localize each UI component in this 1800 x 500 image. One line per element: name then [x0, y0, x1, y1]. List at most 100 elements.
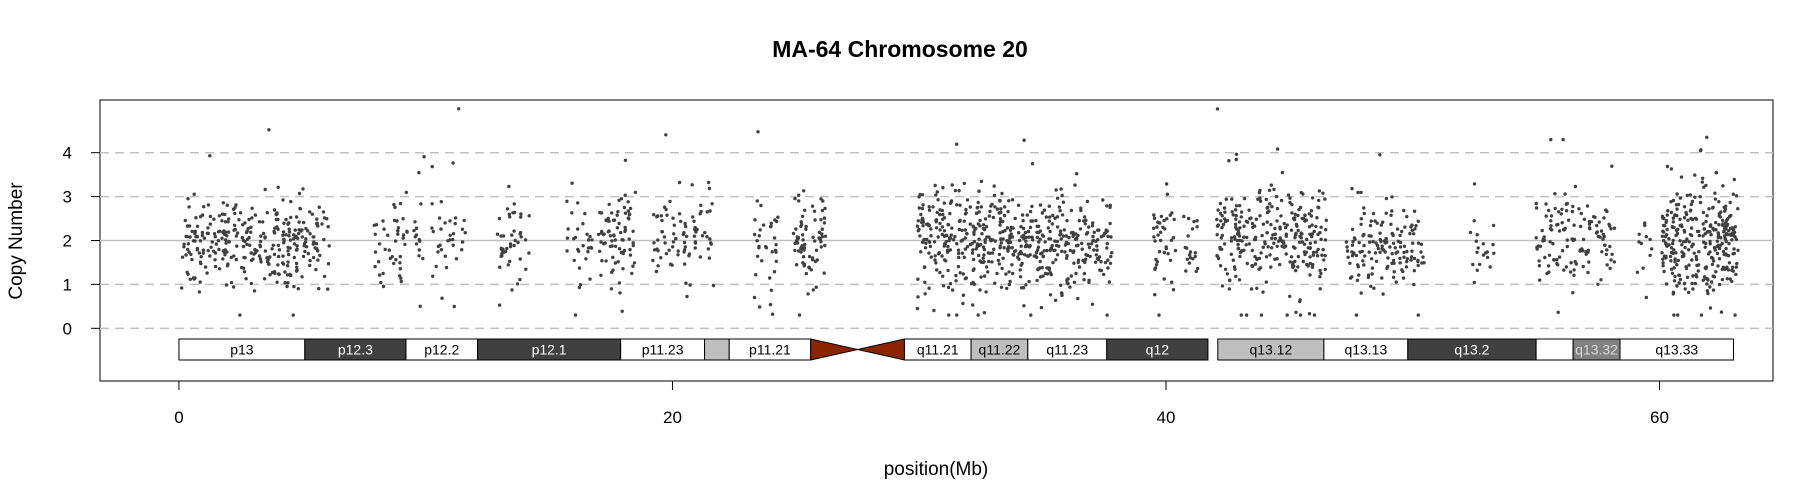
data-point — [607, 229, 611, 233]
data-point — [1239, 313, 1244, 317]
centromere-q-arm — [857, 338, 905, 361]
data-point — [268, 273, 272, 277]
data-point — [991, 215, 996, 220]
data-point — [497, 303, 502, 307]
data-point — [1312, 229, 1316, 234]
data-point — [223, 212, 227, 217]
band-label: p11.21 — [749, 342, 791, 358]
data-point — [1549, 137, 1553, 142]
data-point — [1419, 242, 1424, 246]
data-point — [586, 250, 590, 254]
data-point — [1155, 260, 1160, 264]
data-point — [1051, 213, 1055, 218]
data-point — [813, 218, 817, 222]
data-point — [1044, 215, 1049, 219]
data-point — [1008, 228, 1013, 232]
data-point — [1062, 228, 1067, 232]
data-point — [1414, 224, 1418, 228]
data-point — [405, 230, 409, 234]
data-point — [1152, 216, 1157, 220]
data-point — [1268, 202, 1272, 206]
data-point — [1402, 255, 1406, 259]
data-point — [1684, 265, 1688, 269]
data-point — [1724, 246, 1728, 251]
data-point — [933, 258, 937, 262]
data-point — [241, 244, 246, 249]
data-point — [1389, 213, 1393, 217]
data-point — [1603, 243, 1607, 247]
data-point — [1701, 222, 1705, 226]
data-point — [1027, 279, 1031, 284]
data-point — [1296, 254, 1301, 259]
data-point — [1702, 227, 1707, 231]
data-point — [392, 202, 396, 207]
data-point — [1350, 243, 1355, 247]
data-point — [1408, 231, 1412, 236]
data-point — [1312, 313, 1317, 317]
data-point — [1085, 230, 1090, 235]
data-point — [916, 295, 920, 299]
data-point — [1390, 195, 1394, 199]
data-point — [1560, 249, 1565, 253]
data-point — [1362, 263, 1366, 267]
data-point — [682, 231, 686, 235]
data-point — [1286, 193, 1291, 197]
data-point — [1537, 264, 1542, 268]
data-point — [1643, 221, 1647, 225]
data-point — [941, 186, 945, 190]
data-point — [1602, 216, 1606, 220]
data-point — [1382, 248, 1386, 252]
data-point — [1097, 228, 1101, 232]
data-point — [690, 183, 694, 187]
data-point — [1730, 238, 1734, 242]
data-point — [948, 236, 952, 240]
data-point — [1219, 219, 1223, 223]
data-point — [512, 210, 517, 215]
data-point — [1362, 243, 1366, 248]
data-point — [1307, 212, 1312, 216]
data-point — [1166, 252, 1170, 256]
data-point — [927, 208, 932, 212]
data-point — [1573, 260, 1577, 264]
data-point — [1096, 238, 1100, 242]
data-point — [1563, 226, 1567, 230]
data-point — [1703, 266, 1708, 270]
data-point — [246, 226, 250, 231]
data-point — [600, 259, 604, 263]
data-point — [656, 264, 660, 268]
data-point — [813, 239, 817, 243]
data-point — [1693, 195, 1697, 199]
data-point — [684, 224, 688, 229]
data-point — [1008, 279, 1012, 284]
data-point — [1238, 226, 1242, 230]
data-point — [577, 266, 582, 270]
data-point — [1061, 200, 1066, 204]
data-point — [988, 209, 992, 214]
data-point — [1553, 206, 1557, 211]
data-point — [1475, 268, 1480, 272]
data-point — [232, 223, 237, 227]
data-point — [518, 277, 522, 282]
data-point — [1562, 268, 1566, 272]
data-point — [303, 249, 307, 254]
data-point — [519, 212, 523, 216]
gridlines — [100, 151, 1773, 330]
data-point — [1717, 200, 1721, 204]
data-point — [1390, 261, 1394, 265]
data-point — [1691, 287, 1695, 291]
data-point — [934, 261, 938, 265]
data-point — [451, 232, 456, 236]
data-point — [1402, 208, 1406, 213]
data-point — [507, 184, 511, 189]
data-point — [677, 180, 682, 185]
data-point — [1389, 222, 1393, 226]
data-point — [1038, 229, 1043, 233]
data-point — [1027, 235, 1031, 239]
data-point — [769, 221, 773, 225]
data-point — [1255, 256, 1259, 261]
data-point — [1675, 284, 1679, 288]
data-point — [188, 277, 192, 281]
data-point — [1005, 286, 1009, 291]
band-label: p11.23 — [642, 342, 684, 358]
data-point — [613, 244, 618, 248]
